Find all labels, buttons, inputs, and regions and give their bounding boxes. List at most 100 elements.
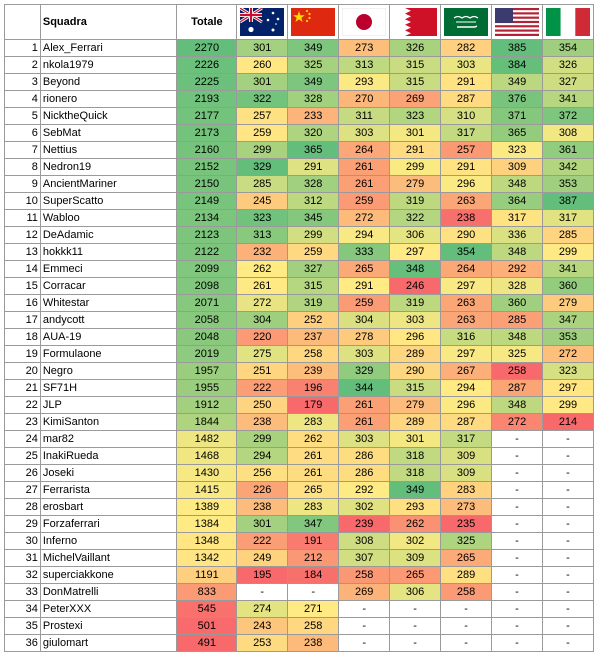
- score-cell-australia[interactable]: 323: [236, 209, 289, 227]
- score-cell-japan[interactable]: 303: [338, 345, 391, 363]
- team-name-cell[interactable]: KimiSanton: [39, 413, 178, 431]
- score-cell-italy[interactable]: 326: [541, 56, 594, 74]
- rank-cell[interactable]: 30: [4, 532, 41, 550]
- score-cell-bahrain[interactable]: 265: [389, 566, 442, 584]
- score-cell-australia[interactable]: 275: [236, 345, 289, 363]
- rank-cell[interactable]: 25: [4, 447, 41, 465]
- score-cell-australia[interactable]: 195: [236, 566, 289, 584]
- team-name-cell[interactable]: DonMatrelli: [39, 583, 178, 601]
- score-cell-italy[interactable]: -: [541, 549, 594, 567]
- team-name-cell[interactable]: Corracar: [39, 277, 178, 295]
- score-cell-australia[interactable]: -: [236, 583, 289, 601]
- score-cell-usa[interactable]: 287: [491, 379, 543, 397]
- score-cell-china[interactable]: 265: [287, 481, 340, 499]
- score-cell-australia[interactable]: 226: [236, 481, 289, 499]
- score-cell-italy[interactable]: 341: [541, 260, 594, 278]
- team-name-cell[interactable]: Whitestar: [39, 294, 178, 312]
- score-cell-bahrain[interactable]: 301: [389, 124, 442, 142]
- score-cell-japan[interactable]: 302: [338, 498, 391, 516]
- team-name-cell[interactable]: erosbart: [39, 498, 178, 516]
- score-cell-china[interactable]: 291: [287, 158, 340, 176]
- score-cell-bahrain[interactable]: 293: [389, 498, 442, 516]
- rank-cell[interactable]: 13: [4, 243, 41, 261]
- score-cell-italy[interactable]: -: [541, 481, 594, 499]
- rank-cell[interactable]: 31: [4, 549, 41, 567]
- score-cell-bahrain[interactable]: 296: [389, 328, 442, 346]
- score-cell-australia[interactable]: 272: [236, 294, 289, 312]
- team-name-cell[interactable]: Nettius: [39, 141, 178, 159]
- score-cell-italy[interactable]: -: [541, 498, 594, 516]
- score-cell-saudi-arabia[interactable]: 267: [440, 362, 493, 380]
- score-cell-australia[interactable]: 245: [236, 192, 289, 210]
- score-cell-japan[interactable]: 311: [338, 107, 391, 125]
- score-cell-usa[interactable]: 285: [491, 311, 543, 329]
- team-name-cell[interactable]: AncientMariner: [39, 175, 178, 193]
- score-cell-bahrain[interactable]: 303: [389, 311, 442, 329]
- total-cell[interactable]: 491: [176, 634, 238, 652]
- score-cell-saudi-arabia[interactable]: 303: [440, 56, 493, 74]
- score-cell-australia[interactable]: 222: [236, 379, 289, 397]
- score-cell-usa[interactable]: 272: [491, 413, 543, 431]
- score-cell-china[interactable]: 179: [287, 396, 340, 414]
- score-cell-usa[interactable]: 364: [491, 192, 543, 210]
- score-cell-australia[interactable]: 299: [236, 430, 289, 448]
- rank-cell[interactable]: 14: [4, 260, 41, 278]
- score-cell-bahrain[interactable]: 318: [389, 447, 442, 465]
- score-cell-australia[interactable]: 232: [236, 243, 289, 261]
- score-cell-saudi-arabia[interactable]: 265: [440, 549, 493, 567]
- score-cell-japan[interactable]: 333: [338, 243, 391, 261]
- total-cell[interactable]: 2270: [176, 39, 238, 57]
- score-cell-japan[interactable]: 307: [338, 549, 391, 567]
- score-cell-bahrain[interactable]: 319: [389, 192, 442, 210]
- score-cell-bahrain[interactable]: 315: [389, 56, 442, 74]
- team-name-cell[interactable]: Inferno: [39, 532, 178, 550]
- team-name-cell[interactable]: Beyond: [39, 73, 178, 91]
- score-cell-japan[interactable]: 304: [338, 311, 391, 329]
- rank-cell[interactable]: 18: [4, 328, 41, 346]
- race-header-usa[interactable]: [491, 4, 543, 40]
- total-cell[interactable]: 1482: [176, 430, 238, 448]
- total-cell[interactable]: 1912: [176, 396, 238, 414]
- total-cell[interactable]: 1342: [176, 549, 238, 567]
- score-cell-japan[interactable]: 292: [338, 481, 391, 499]
- score-cell-japan[interactable]: -: [338, 617, 391, 635]
- score-cell-saudi-arabia[interactable]: 257: [440, 141, 493, 159]
- team-name-cell[interactable]: SebMat: [39, 124, 178, 142]
- score-cell-italy[interactable]: -: [541, 600, 594, 618]
- score-cell-australia[interactable]: 249: [236, 549, 289, 567]
- team-name-cell[interactable]: Formulaone: [39, 345, 178, 363]
- rank-cell[interactable]: 16: [4, 294, 41, 312]
- score-cell-china[interactable]: 349: [287, 39, 340, 57]
- score-cell-bahrain[interactable]: 306: [389, 583, 442, 601]
- score-cell-italy[interactable]: -: [541, 617, 594, 635]
- score-cell-china[interactable]: 328: [287, 90, 340, 108]
- score-cell-italy[interactable]: 272: [541, 345, 594, 363]
- score-cell-japan[interactable]: 286: [338, 464, 391, 482]
- score-cell-italy[interactable]: 354: [541, 39, 594, 57]
- total-cell[interactable]: 2225: [176, 73, 238, 91]
- score-cell-japan[interactable]: 270: [338, 90, 391, 108]
- score-cell-usa[interactable]: 348: [491, 328, 543, 346]
- score-cell-usa[interactable]: 292: [491, 260, 543, 278]
- total-cell[interactable]: 2019: [176, 345, 238, 363]
- score-cell-china[interactable]: 237: [287, 328, 340, 346]
- score-cell-japan[interactable]: 261: [338, 413, 391, 431]
- score-cell-china[interactable]: 239: [287, 362, 340, 380]
- score-cell-china[interactable]: 261: [287, 464, 340, 482]
- score-cell-japan[interactable]: 303: [338, 124, 391, 142]
- score-cell-saudi-arabia[interactable]: 297: [440, 345, 493, 363]
- total-cell[interactable]: 2160: [176, 141, 238, 159]
- score-cell-usa[interactable]: 376: [491, 90, 543, 108]
- score-cell-usa[interactable]: 348: [491, 243, 543, 261]
- score-cell-italy[interactable]: -: [541, 515, 594, 533]
- total-cell[interactable]: 2099: [176, 260, 238, 278]
- score-cell-italy[interactable]: -: [541, 583, 594, 601]
- score-cell-saudi-arabia[interactable]: 291: [440, 73, 493, 91]
- rank-cell[interactable]: 12: [4, 226, 41, 244]
- total-cell[interactable]: 545: [176, 600, 238, 618]
- score-cell-usa[interactable]: -: [491, 515, 543, 533]
- score-cell-bahrain[interactable]: 315: [389, 73, 442, 91]
- score-cell-saudi-arabia[interactable]: 287: [440, 90, 493, 108]
- score-cell-australia[interactable]: 301: [236, 73, 289, 91]
- team-name-cell[interactable]: DeAdamic: [39, 226, 178, 244]
